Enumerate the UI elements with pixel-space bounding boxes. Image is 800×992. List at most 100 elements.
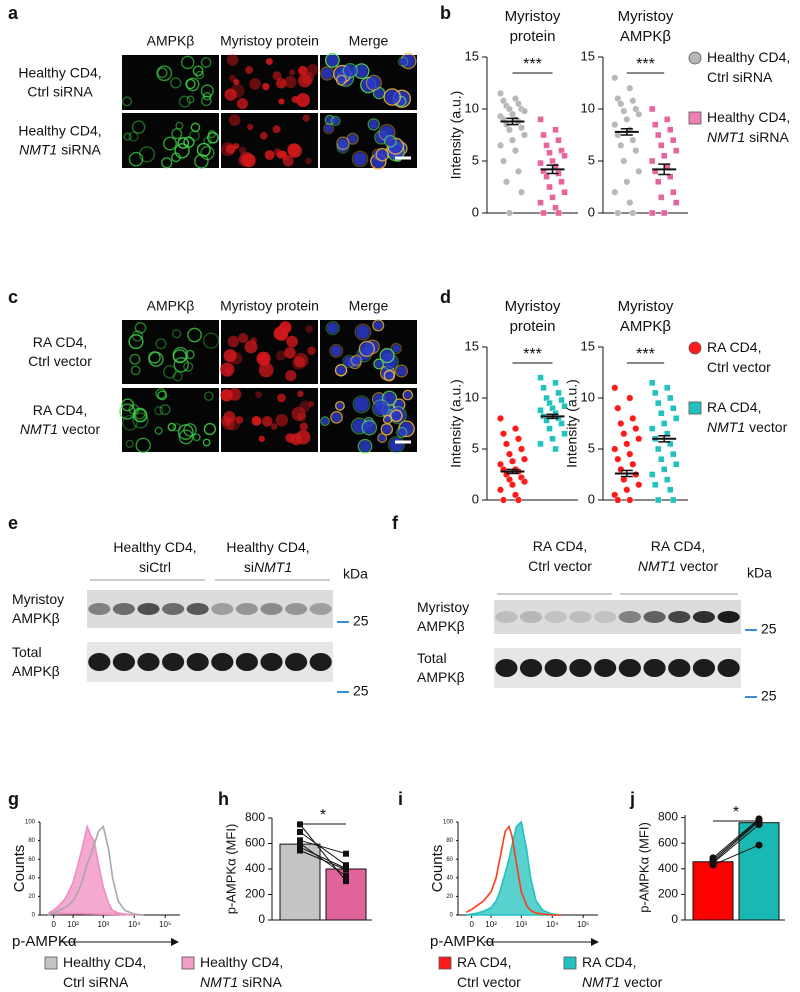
data-point: [664, 116, 671, 123]
cell: [233, 79, 240, 86]
cell: [259, 131, 268, 140]
data-point: [505, 105, 513, 113]
band: [519, 659, 543, 677]
data-point: [667, 394, 674, 402]
band: [112, 653, 135, 671]
band: [717, 659, 740, 677]
significance-label: ***: [523, 346, 542, 363]
pair-line: [712, 821, 760, 863]
data-point: [297, 844, 303, 851]
cell: [390, 342, 402, 355]
row-label-part: NMT1: [20, 421, 58, 437]
cell: [220, 362, 235, 377]
cell: [265, 57, 273, 65]
cell: [329, 343, 344, 358]
band: [88, 653, 111, 671]
data-point: [514, 496, 522, 504]
row-label: NMT1 siRNA: [19, 141, 101, 157]
cell: [289, 69, 296, 76]
blot-header: Healthy CD4,: [113, 539, 196, 555]
cell: [367, 76, 381, 90]
cell: [203, 422, 217, 436]
cell: [286, 335, 298, 348]
cell: [244, 340, 258, 354]
cell: [324, 124, 333, 133]
band: [569, 611, 592, 623]
data-point: [343, 873, 349, 880]
cell: [373, 320, 383, 330]
y-tick-label: 0: [450, 913, 454, 919]
data-point: [655, 399, 662, 407]
data-point: [543, 173, 550, 180]
data-point: [520, 478, 528, 486]
pair-line: [712, 818, 760, 859]
y-tick-label: 0: [258, 912, 265, 926]
chart-title: AMPKβ: [620, 318, 672, 335]
blot-header: Ctrl vector: [528, 558, 592, 574]
blot-header: Healthy CD4,: [226, 539, 309, 555]
band: [618, 659, 641, 677]
chart-title: Myristoy: [505, 8, 561, 25]
cell: [132, 412, 149, 429]
cell: [385, 371, 394, 380]
row-label: Healthy CD4,: [18, 122, 101, 138]
y-tick-label: 600: [658, 835, 678, 849]
panel-letter: a: [8, 3, 19, 23]
cell: [272, 71, 282, 81]
cell: [185, 77, 200, 92]
cell: [351, 150, 369, 168]
cell: [159, 404, 171, 416]
y-tick-label: 20: [446, 894, 453, 900]
cell: [297, 412, 307, 422]
blot-label-part: AMPKβ: [417, 618, 465, 634]
panel-letter: b: [440, 3, 451, 23]
cell: [375, 360, 383, 368]
legend-label: RA CD4,: [707, 339, 761, 355]
y-tick-label: 80: [446, 838, 453, 844]
cell: [331, 412, 342, 422]
data-point: [658, 410, 665, 417]
data-point: [649, 471, 656, 478]
data-point: [496, 141, 504, 149]
column-header: Merge: [349, 33, 389, 49]
data-point: [537, 407, 544, 414]
data-point: [517, 124, 525, 132]
cell: [326, 54, 339, 67]
data-point: [614, 209, 622, 217]
data-point: [611, 121, 619, 129]
y-tick-label: 40: [446, 875, 453, 881]
pair-line: [299, 824, 347, 882]
cell: [392, 344, 401, 353]
data-point: [626, 394, 634, 402]
cell: [180, 55, 195, 70]
panel-letter: h: [218, 789, 229, 809]
cell: [129, 353, 141, 365]
blot-label-part: Total: [417, 650, 447, 666]
data-point: [661, 152, 668, 160]
data-point: [511, 425, 519, 433]
cell: [238, 333, 249, 344]
data-point: [649, 209, 656, 217]
legend-label-part: NMT1: [582, 974, 620, 990]
panel-letter: g: [8, 789, 19, 809]
y-axis-label: Intensity (a.u.): [448, 91, 464, 180]
data-point: [549, 194, 556, 201]
band: [594, 659, 617, 677]
legend-label-part: Healthy CD4,: [63, 954, 146, 970]
cell: [154, 426, 163, 435]
blot-label: Myristoy: [417, 599, 469, 615]
chart-title: AMPKβ: [620, 28, 672, 45]
cell: [183, 136, 195, 148]
cell: [275, 77, 287, 89]
cell: [154, 406, 164, 416]
data-point: [670, 405, 677, 412]
y-tick-label: 10: [465, 389, 479, 404]
legend-label-part: Healthy CD4,: [707, 49, 790, 65]
mw-label: 25: [761, 621, 777, 637]
band: [88, 603, 111, 615]
cell: [348, 134, 358, 144]
column-header: Myristoy protein: [220, 298, 319, 314]
data-point: [552, 162, 559, 170]
cell: [258, 362, 274, 378]
cell: [305, 325, 313, 333]
